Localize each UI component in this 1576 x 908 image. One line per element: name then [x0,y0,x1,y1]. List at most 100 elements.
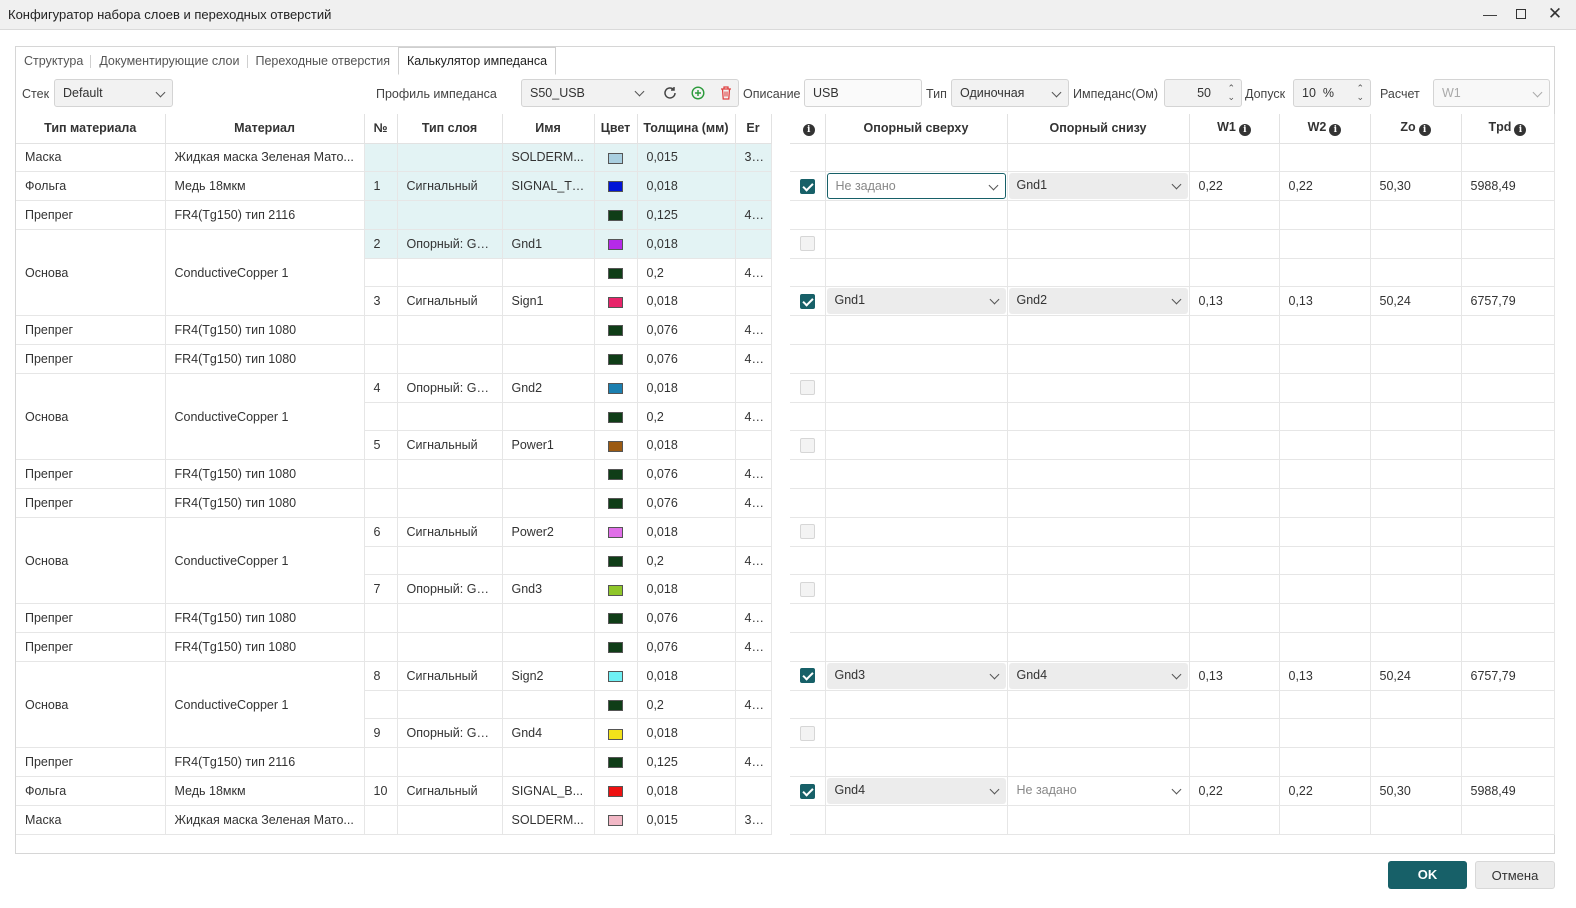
color-swatch[interactable] [608,440,623,452]
reference-top-select[interactable]: Gnd3 [826,662,1006,689]
tolerance-input[interactable]: 10 % ⌃ ⌄ [1293,79,1371,107]
color-cell[interactable] [594,805,638,835]
row-checkbox[interactable] [799,293,815,309]
row-checkbox[interactable] [799,178,815,194]
color-cell[interactable] [594,747,638,778]
thickness-cell[interactable]: 0,076 [637,315,736,346]
color-swatch[interactable] [608,757,623,769]
add-icon[interactable] [690,85,706,101]
info-icon[interactable]: i [1514,124,1527,137]
thickness-cell[interactable]: 0,018 [637,661,736,691]
row-checkbox[interactable] [799,437,815,453]
color-swatch[interactable] [608,584,623,596]
color-cell[interactable] [594,258,638,288]
reference-bot-select[interactable]: Gnd2 [1008,288,1188,315]
color-cell[interactable] [594,632,638,662]
thickness-cell[interactable]: 0,2 [637,546,736,576]
tab-impedance-calculator[interactable]: Калькулятор импеданса [398,47,557,75]
color-cell[interactable] [594,776,638,806]
color-cell[interactable] [594,488,638,518]
thickness-cell[interactable]: 0,015 [637,805,736,835]
reference-top-select[interactable]: Gnd4 [826,777,1006,804]
color-swatch[interactable] [608,382,623,394]
color-cell[interactable] [594,143,638,173]
impedance-input[interactable]: 50 ⌃ ⌄ [1164,79,1242,107]
color-cell[interactable] [594,459,638,490]
thickness-cell[interactable]: 0,018 [637,229,736,259]
row-checkbox[interactable] [799,725,815,741]
spinner-icon[interactable]: ⌃ ⌄ [1356,83,1364,102]
color-cell[interactable] [594,603,638,634]
color-cell[interactable] [594,718,638,749]
color-swatch[interactable] [608,181,623,193]
color-cell[interactable] [594,430,638,461]
close-icon[interactable]: ✕ [1547,4,1563,23]
row-checkbox[interactable] [799,581,815,597]
type-select[interactable]: Одиночная [951,79,1069,107]
profile-select[interactable]: S50_USB [521,79,739,107]
tab-doc-layers[interactable]: Документирующие слои [91,48,248,74]
reference-bot-select[interactable]: Gnd4 [1008,662,1188,689]
color-cell[interactable] [594,402,638,432]
color-swatch[interactable] [608,670,623,682]
color-cell[interactable] [594,200,638,230]
info-icon[interactable]: i [802,124,815,137]
color-swatch[interactable] [608,469,623,481]
info-icon[interactable]: i [1238,124,1251,137]
thickness-cell[interactable]: 0,018 [637,430,736,461]
color-cell[interactable] [594,344,638,374]
color-swatch[interactable] [608,498,623,510]
thickness-cell[interactable]: 0,015 [637,143,736,173]
color-cell[interactable] [594,373,638,403]
thickness-cell[interactable]: 0,076 [637,459,736,490]
cancel-button[interactable]: Отмена [1475,861,1555,889]
thickness-cell[interactable]: 0,076 [637,603,736,634]
reference-top-select[interactable]: Gnd1 [826,288,1006,315]
color-cell[interactable] [594,286,638,317]
color-cell[interactable] [594,661,638,691]
info-icon[interactable]: i [1418,124,1431,137]
color-swatch[interactable] [608,152,623,164]
reference-top-select[interactable]: Не задано [826,173,1006,200]
row-checkbox[interactable] [799,380,815,396]
color-swatch[interactable] [608,238,623,250]
thickness-cell[interactable]: 0,125 [637,747,736,778]
color-swatch[interactable] [608,526,623,538]
calc-select[interactable]: W1 [1433,79,1550,107]
color-cell[interactable] [594,574,638,605]
reference-bot-select[interactable]: Gnd1 [1008,173,1188,200]
color-swatch[interactable] [608,411,623,423]
color-swatch[interactable] [608,354,623,366]
color-swatch[interactable] [608,699,623,711]
color-cell[interactable] [594,517,638,547]
thickness-cell[interactable]: 0,018 [637,373,736,403]
row-checkbox[interactable] [799,524,815,540]
thickness-cell[interactable]: 0,2 [637,402,736,432]
thickness-cell[interactable]: 0,018 [637,574,736,605]
thickness-cell[interactable]: 0,018 [637,517,736,547]
tab-structure[interactable]: Структура [16,48,92,74]
color-swatch[interactable] [608,555,623,567]
thickness-cell[interactable]: 0,076 [637,344,736,374]
color-swatch[interactable] [608,814,623,826]
thickness-cell[interactable]: 0,2 [637,690,736,720]
ok-button[interactable]: OK [1388,861,1467,889]
color-swatch[interactable] [608,728,623,740]
thickness-cell[interactable]: 0,018 [637,171,736,202]
thickness-cell[interactable]: 0,125 [637,200,736,230]
reference-bot-select[interactable]: Не задано [1009,778,1188,804]
color-cell[interactable] [594,315,638,346]
minimize-icon[interactable]: — [1483,6,1497,22]
row-checkbox[interactable] [799,236,815,252]
row-checkbox[interactable] [799,783,815,799]
color-swatch[interactable] [608,267,623,279]
thickness-cell[interactable]: 0,018 [637,718,736,749]
color-swatch[interactable] [608,786,623,798]
thickness-cell[interactable]: 0,076 [637,632,736,662]
thickness-cell[interactable]: 0,076 [637,488,736,518]
spinner-icon[interactable]: ⌃ ⌄ [1227,83,1235,102]
row-checkbox[interactable] [799,668,815,684]
thickness-cell[interactable]: 0,018 [637,286,736,317]
color-cell[interactable] [594,546,638,576]
color-cell[interactable] [594,229,638,259]
